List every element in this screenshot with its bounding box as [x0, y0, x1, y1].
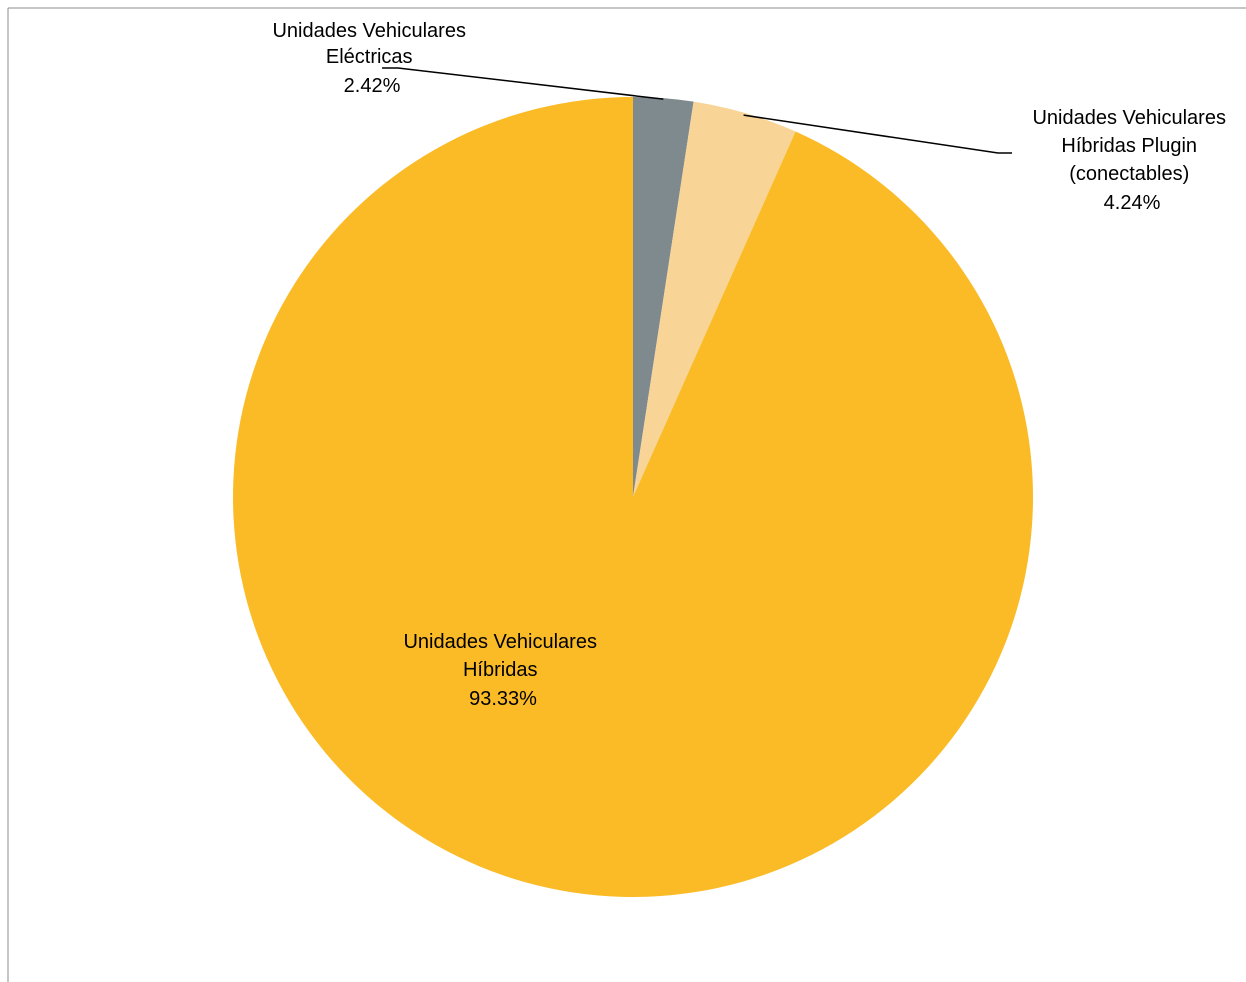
slice-label-line: Híbridas Plugin	[1061, 135, 1197, 157]
slice-percent-label: 4.24%	[1104, 192, 1161, 214]
slice-label-line: (conectables)	[1069, 163, 1189, 185]
leader-line-electricas	[382, 67, 664, 100]
slice-label-line: Unidades Vehiculares	[1032, 107, 1225, 129]
slice-label-line: Unidades Vehiculares	[272, 20, 465, 42]
slice-percent-label: 2.42%	[344, 75, 401, 97]
pie-slice-hibridas-plugin	[633, 101, 796, 498]
slice-label-hibridas-plugin: Unidades Vehiculares Híbridas Plugin (co…	[1032, 107, 1231, 214]
pie-slice-hibridas	[233, 97, 1034, 897]
leader-lines	[382, 67, 1012, 154]
slice-label-electricas: Unidades Vehiculares Eléctricas 2.42%	[272, 20, 471, 97]
leader-line-hibridas-plugin	[743, 114, 1012, 154]
slice-label-hibridas: Unidades Vehiculares Híbridas 93.33%	[403, 631, 602, 710]
slice-label-line: Híbridas	[463, 659, 537, 681]
slice-percent-label: 93.33%	[469, 688, 537, 710]
pie-slice-electricas	[633, 97, 694, 497]
pie-slices	[233, 97, 1034, 897]
slice-label-line: Unidades Vehiculares	[403, 631, 596, 653]
slice-label-line: Eléctricas	[326, 46, 413, 68]
